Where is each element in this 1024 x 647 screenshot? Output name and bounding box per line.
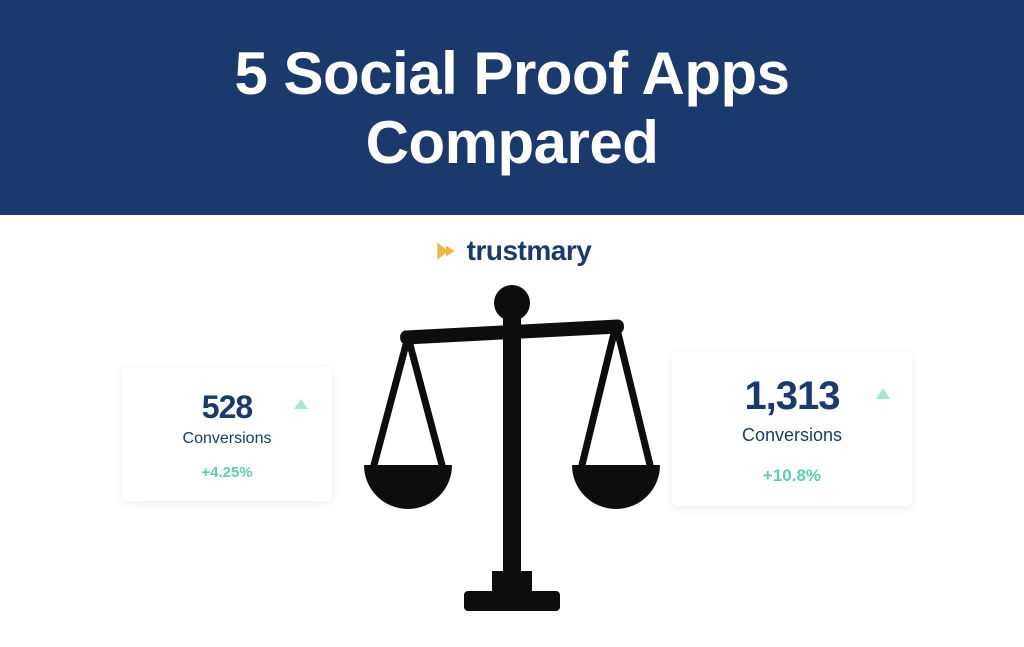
stat-change: +4.25% [150,464,304,481]
stat-label: Conversions [150,430,304,448]
brand-name: trustmary [467,235,592,267]
stat-card-right: 1,313 Conversions +10.8% [672,352,912,506]
trend-up-icon [876,388,890,399]
trustmary-icon [433,238,459,264]
stat-card-left: 528 Conversions +4.25% [122,367,332,501]
trend-up-icon [294,399,308,409]
title-line-2: Compared [366,109,659,176]
title-line-1: 5 Social Proof Apps [234,40,789,107]
stat-change: +10.8% [700,466,884,486]
header-banner: 5 Social Proof Apps Compared [0,0,1024,215]
stat-value: 528 [150,389,304,426]
comparison-area: 528 Conversions +4.25% [0,267,1024,647]
page-title: 5 Social Proof Apps Compared [234,39,789,177]
balance-scale-icon [352,275,672,615]
stat-value: 1,313 [700,374,884,419]
stat-label: Conversions [700,425,884,446]
brand-logo: trustmary [0,235,1024,267]
